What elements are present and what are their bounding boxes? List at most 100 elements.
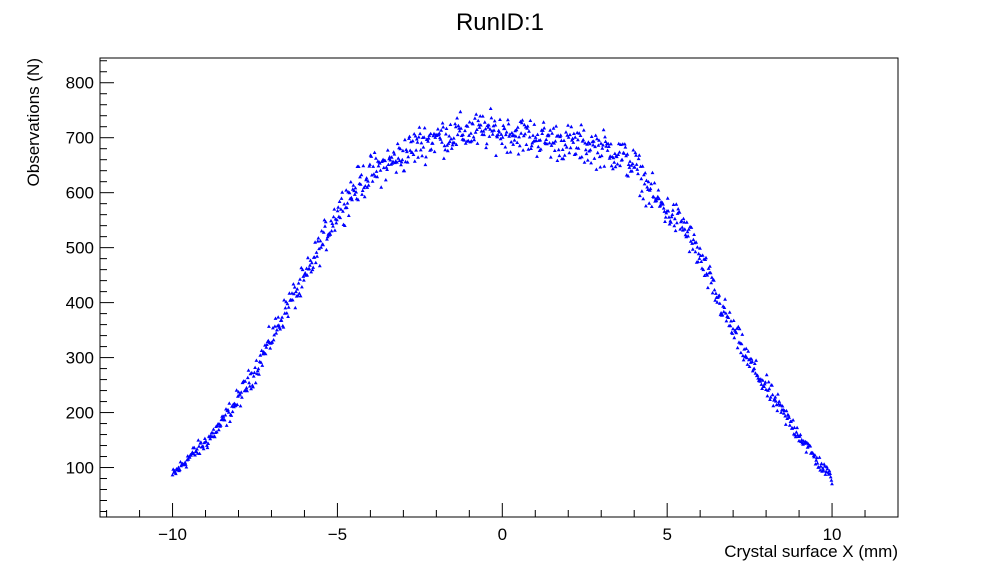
y-axis-label: Observations (N) (24, 58, 43, 186)
data-point (426, 136, 431, 140)
data-point (804, 450, 809, 454)
data-point (229, 413, 234, 417)
data-point (245, 375, 250, 380)
data-point (230, 409, 235, 414)
data-point (681, 228, 685, 232)
data-point (494, 153, 498, 157)
data-point (682, 227, 687, 231)
data-point (686, 234, 690, 238)
data-point (762, 384, 766, 388)
data-point (440, 140, 444, 144)
data-point (561, 156, 566, 161)
data-point (383, 178, 388, 182)
data-point (395, 141, 400, 146)
data-point (815, 461, 820, 465)
data-point (504, 132, 508, 137)
data-point (466, 138, 471, 143)
data-point (626, 162, 631, 166)
data-point (689, 225, 694, 229)
data-point (713, 298, 718, 302)
data-point (639, 176, 644, 181)
data-point (448, 122, 453, 126)
data-point (275, 328, 279, 332)
data-point (317, 246, 321, 251)
data-point (422, 135, 426, 139)
data-point (511, 142, 516, 146)
data-point (591, 143, 595, 147)
data-point (290, 298, 295, 302)
data-point (755, 373, 760, 377)
data-point (238, 392, 242, 396)
data-point (766, 380, 771, 384)
data-point (258, 353, 263, 357)
data-point (512, 133, 516, 137)
data-point (314, 250, 319, 254)
data-point (747, 364, 752, 368)
data-point (342, 202, 347, 206)
data-point (599, 153, 604, 158)
data-point (741, 353, 745, 358)
data-point (746, 349, 751, 353)
data-point (558, 133, 563, 137)
data-point (292, 291, 296, 296)
data-point (313, 240, 317, 244)
data-point (385, 148, 390, 152)
data-point (239, 390, 244, 394)
data-point (514, 127, 519, 132)
data-point (663, 219, 667, 223)
data-point (311, 265, 316, 269)
data-point (396, 156, 401, 160)
data-point (682, 220, 687, 224)
data-point (524, 142, 529, 146)
data-point (828, 471, 832, 475)
data-point (415, 140, 420, 144)
data-point (710, 291, 715, 295)
data-point (395, 160, 399, 164)
data-point (535, 132, 540, 136)
data-point (362, 194, 367, 199)
data-point (536, 144, 541, 149)
data-point (459, 126, 463, 130)
data-point (272, 333, 277, 337)
data-point (667, 215, 671, 219)
data-point (337, 199, 342, 203)
data-point (268, 346, 273, 350)
data-point (686, 227, 691, 231)
data-point (548, 155, 553, 159)
data-point (478, 123, 483, 127)
data-point (793, 434, 798, 439)
data-point (603, 139, 608, 143)
data-point (308, 258, 313, 262)
data-point (581, 128, 586, 132)
data-point (310, 267, 315, 272)
data-point (187, 455, 192, 459)
data-point (696, 251, 701, 256)
data-point (500, 135, 505, 139)
data-point (812, 455, 817, 459)
data-point (743, 353, 748, 358)
data-point (323, 224, 327, 228)
data-point (673, 216, 677, 221)
data-point (633, 150, 638, 155)
data-point (278, 327, 283, 331)
data-point (541, 128, 545, 132)
data-point (353, 186, 358, 190)
data-point (773, 395, 778, 399)
data-point (626, 174, 630, 178)
data-point (752, 361, 757, 365)
data-point (739, 341, 744, 346)
data-point (487, 134, 492, 138)
data-point (699, 259, 704, 263)
data-point (622, 151, 626, 155)
data-point (410, 139, 415, 143)
data-point (473, 130, 478, 134)
data-point (644, 178, 649, 182)
data-point (245, 388, 249, 393)
data-point (341, 209, 345, 213)
data-point (216, 427, 221, 432)
data-point (412, 132, 417, 136)
data-point (636, 171, 640, 176)
data-point (223, 413, 228, 417)
data-point (227, 401, 232, 405)
data-point (329, 229, 334, 233)
